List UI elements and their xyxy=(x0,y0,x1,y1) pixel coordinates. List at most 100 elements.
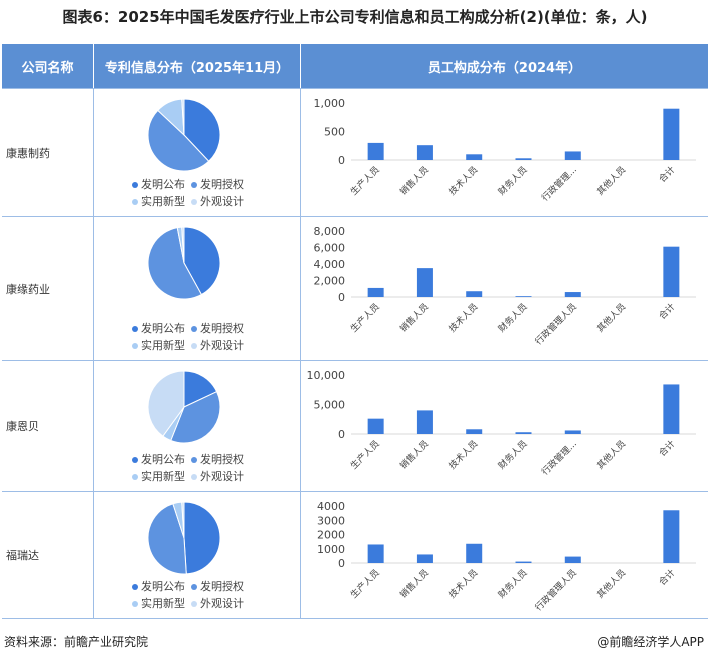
legend-dot-icon xyxy=(191,474,197,480)
legend-item: 实用新型 xyxy=(132,468,185,485)
x-tick-label: 其他人员 xyxy=(594,301,628,335)
pie-slice-发明公布 xyxy=(183,370,218,408)
pie-legend: 发明公布 发明授权 实用新型 外观设计 xyxy=(132,578,250,612)
x-tick-label: 合计 xyxy=(656,164,677,185)
legend-item: 外观设计 xyxy=(191,468,244,485)
x-tick-label: 销售人员 xyxy=(397,567,431,601)
x-tick-label: 技术人员 xyxy=(446,438,480,472)
pie-slice-发明授权 xyxy=(170,391,221,444)
staff-bar-chart: 40003000 200010000生产人员 销售人员 技术人员 财务人员 行政管理人员其… xyxy=(317,500,696,614)
y-tick-label: 6,000 xyxy=(314,242,346,255)
x-tick-label: 生产人员 xyxy=(348,567,382,601)
staff-bar-cell: 1,000 500 0 生产人员 销售人员 技术人员 财务人员 行政管理... 其他人员 合计 xyxy=(301,89,708,216)
x-tick-label: 其他人员 xyxy=(594,567,628,601)
legend-label: 实用新型 xyxy=(141,339,185,352)
legend-dot-icon xyxy=(191,343,197,349)
legend-label: 发明公布 xyxy=(141,580,185,593)
patent-pie-cell: 发明公布 发明授权 实用新型 外观设计 xyxy=(94,492,301,618)
bar-销售人员 xyxy=(416,554,433,563)
legend-label: 外观设计 xyxy=(200,470,244,483)
x-tick-label: 财务人员 xyxy=(496,567,530,601)
bar-合计 xyxy=(663,510,680,563)
header-company: 公司名称 xyxy=(2,44,94,88)
x-tick-label: 合计 xyxy=(656,567,677,588)
legend-item: 发明授权 xyxy=(191,320,244,337)
company-name: 康惠制药 xyxy=(6,146,50,160)
patent-pie-chart xyxy=(147,370,221,444)
legend-dot-icon xyxy=(132,457,138,463)
legend-label: 实用新型 xyxy=(141,195,185,208)
x-tick-label: 其他人员 xyxy=(594,438,628,472)
bar-行政管理人员 xyxy=(564,292,581,297)
x-tick-label: 技术人员 xyxy=(446,567,480,601)
legend-item: 发明公布 xyxy=(132,320,185,337)
footer: 资料来源：前瞻产业研究院 @前瞻经济学人APP xyxy=(4,633,704,650)
legend-item: 实用新型 xyxy=(132,337,185,354)
x-tick-label: 生产人员 xyxy=(348,301,382,335)
legend-label: 发明公布 xyxy=(141,178,185,191)
x-tick-label: 技术人员 xyxy=(446,164,480,198)
legend-label: 外观设计 xyxy=(200,195,244,208)
legend-item: 发明授权 xyxy=(191,176,244,193)
legend-dot-icon xyxy=(191,584,197,590)
bar-行政管理... xyxy=(564,151,581,160)
header-patent: 专利信息分布（2025年11月） xyxy=(94,44,301,88)
legend-label: 外观设计 xyxy=(200,597,244,610)
legend-dot-icon xyxy=(191,199,197,205)
bar-财务人员 xyxy=(515,432,532,434)
pie-slice-外观设计 xyxy=(181,226,185,264)
y-tick-label: 0 xyxy=(338,291,345,304)
bar-财务人员 xyxy=(515,158,532,160)
patent-pie-cell: 发明公布 发明授权 实用新型 外观设计 xyxy=(94,361,301,491)
legend-dot-icon xyxy=(132,182,138,188)
pie-slice-外观设计 xyxy=(147,370,185,437)
legend-dot-icon xyxy=(132,474,138,480)
bar-合计 xyxy=(663,108,680,160)
pie-slice-发明公布 xyxy=(183,501,221,575)
pie-slice-发明公布 xyxy=(183,226,221,296)
legend-dot-icon xyxy=(191,182,197,188)
company-cell: 康惠制药 xyxy=(2,89,94,216)
y-tick-label: 2,000 xyxy=(314,275,346,288)
header-staff: 员工构成分布（2024年） xyxy=(301,44,708,88)
pie-slice-发明公布 xyxy=(183,98,221,162)
legend-dot-icon xyxy=(191,457,197,463)
pie-slice-发明授权 xyxy=(147,109,210,172)
legend-item: 外观设计 xyxy=(191,337,244,354)
legend-label: 实用新型 xyxy=(141,597,185,610)
table-row: 康惠制药发明公布 发明授权 实用新型 外观设计 1,000 500 0 生产人员 销售人员 技术人… xyxy=(2,88,708,216)
company-name: 福瑞达 xyxy=(6,549,39,562)
legend-dot-icon xyxy=(132,584,138,590)
bar-行政管理人员 xyxy=(564,556,581,563)
bar-技术人员 xyxy=(466,543,483,563)
company-name: 康恩贝 xyxy=(6,420,39,433)
company-name: 康缘药业 xyxy=(6,282,50,296)
legend-label: 外观设计 xyxy=(200,339,244,352)
x-tick-label: 生产人员 xyxy=(348,438,382,472)
y-tick-label: 2000 xyxy=(317,529,345,542)
patent-pie-cell: 发明公布 发明授权 实用新型 外观设计 xyxy=(94,217,301,360)
legend-dot-icon xyxy=(132,326,138,332)
legend-item: 发明公布 xyxy=(132,451,185,468)
x-tick-label: 财务人员 xyxy=(496,164,530,198)
x-tick-label: 财务人员 xyxy=(496,301,530,335)
table-bottom-border xyxy=(2,618,708,619)
legend-item: 发明授权 xyxy=(191,578,244,595)
x-tick-label: 行政管理人员 xyxy=(532,301,579,348)
patent-pie-chart xyxy=(147,98,221,172)
y-tick-label: 0 xyxy=(338,557,345,570)
staff-bar-cell: 4000 3000 2000 1000 0 生产人员 销售人员 技术人员 财务人员 行政管理人员其… xyxy=(301,492,708,618)
pie-slice-发明授权 xyxy=(147,227,203,300)
x-tick-label: 行政管理人员 xyxy=(532,567,579,614)
bar-财务人员 xyxy=(515,561,532,563)
legend-item: 实用新型 xyxy=(132,595,185,612)
y-tick-label: 0 xyxy=(338,428,345,441)
x-tick-label: 合计 xyxy=(656,438,677,459)
chart-title: 图表6：2025年中国毛发医疗行业上市公司专利信息和员工构成分析(2)(单位：条… xyxy=(62,8,648,26)
x-tick-label: 销售人员 xyxy=(397,301,431,335)
patent-pie-chart xyxy=(147,226,221,300)
legend-item: 外观设计 xyxy=(191,595,244,612)
bar-技术人员 xyxy=(466,154,483,160)
legend-label: 发明公布 xyxy=(141,322,185,335)
x-tick-label: 销售人员 xyxy=(397,438,431,472)
